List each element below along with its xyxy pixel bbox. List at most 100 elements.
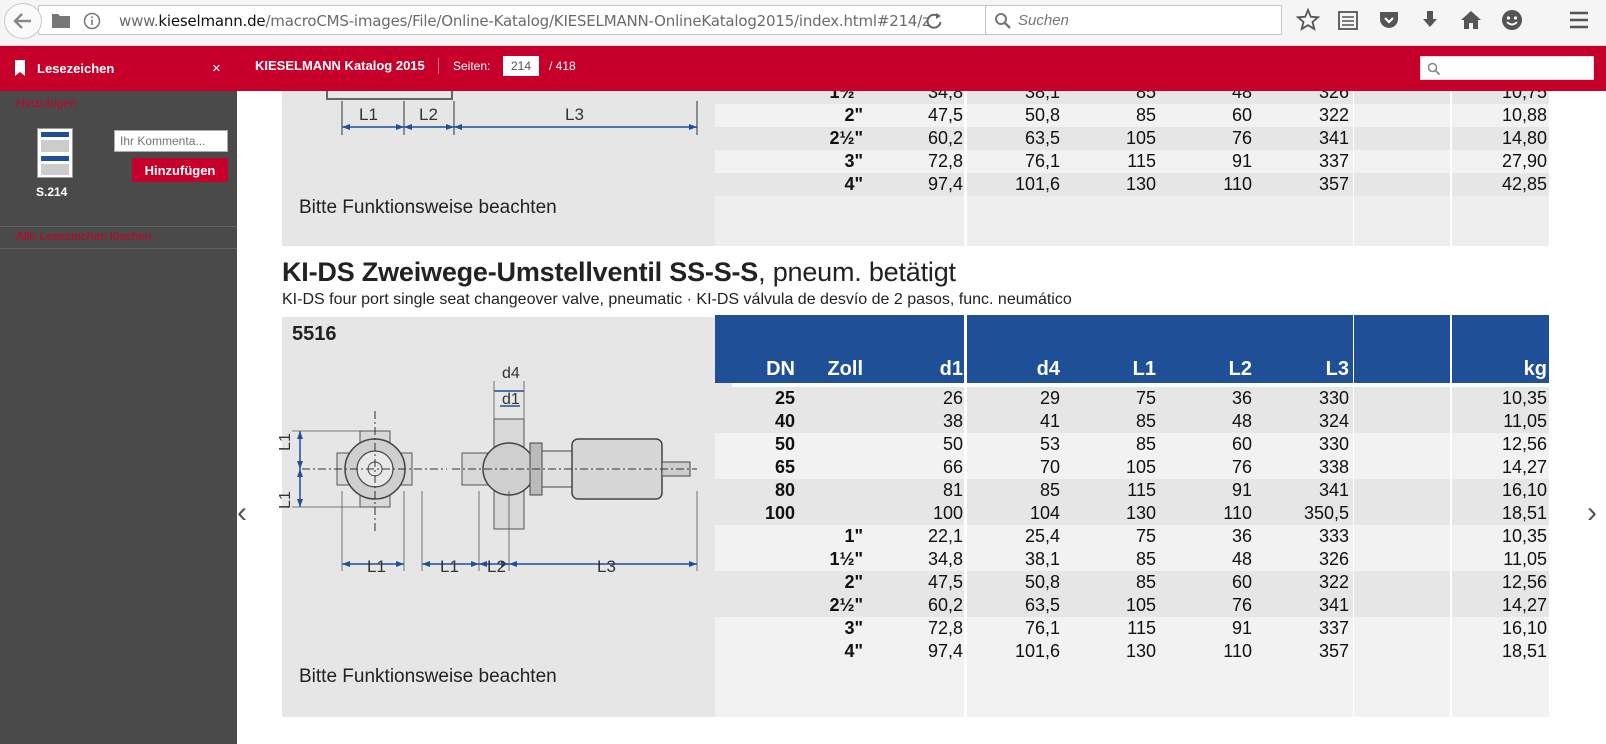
- table-cell: 34,8: [927, 91, 963, 102]
- info-icon[interactable]: [83, 12, 101, 30]
- add-button[interactable]: Hinzufügen: [132, 158, 228, 182]
- table-cell: 85: [1135, 105, 1156, 125]
- bookmark-sidebar: Lesezeichen × Hinzufügen S.214 Hinzufüge…: [0, 46, 237, 744]
- table-cell: 1½": [829, 549, 863, 569]
- table-row-bg: [1452, 594, 1549, 617]
- table-row-bg: [1257, 387, 1353, 410]
- table-cell: 115: [1127, 480, 1156, 500]
- table-row-bg: [715, 410, 867, 433]
- reading-list-icon[interactable]: [1336, 8, 1360, 32]
- delete-all-bookmarks-link[interactable]: Alle Lesezeichen löschen: [16, 229, 152, 243]
- table-cell: [717, 525, 795, 548]
- table-cell: 70: [1039, 457, 1060, 477]
- table-row-bg: [967, 479, 1064, 502]
- download-icon[interactable]: [1418, 8, 1442, 32]
- page-thumbnail[interactable]: [37, 128, 73, 178]
- table-cell: 12,56: [1501, 434, 1547, 454]
- table-row-bg: [1452, 196, 1549, 246]
- comment-input[interactable]: [114, 130, 228, 152]
- table-header-l1: L1: [1132, 358, 1156, 380]
- table-cell: 14,27: [1501, 595, 1547, 615]
- close-icon[interactable]: ×: [212, 60, 221, 77]
- prev-page-arrow[interactable]: ‹: [237, 496, 247, 529]
- table-cell: 330: [1318, 388, 1349, 408]
- table-column-bg: [1064, 387, 1160, 717]
- table-row-bg: [967, 594, 1064, 617]
- reload-icon[interactable]: [924, 11, 944, 31]
- dim-label-l3: L3: [565, 105, 584, 124]
- table-cell: 60: [1231, 434, 1252, 454]
- table-cell: 3": [844, 151, 863, 171]
- table-row-bg: [1160, 173, 1257, 196]
- table-row-bg: [967, 387, 1064, 410]
- catalog-search-input[interactable]: [1420, 56, 1594, 80]
- table-row-bg: [1354, 502, 1450, 525]
- table-cell: [717, 548, 795, 571]
- url-text[interactable]: www.kieselmann.de/macroCMS-images/File/O…: [119, 12, 930, 30]
- table-row-bg: [1160, 594, 1257, 617]
- table-cell: 60,2: [927, 595, 963, 615]
- table-cell: 337: [1318, 618, 1349, 638]
- back-button[interactable]: [4, 3, 42, 39]
- table-cell: 76: [1231, 128, 1252, 148]
- table-cell: 76: [1231, 595, 1252, 615]
- table-cell: 97,4: [927, 174, 963, 194]
- smiley-icon[interactable]: [1500, 8, 1524, 32]
- dim-label-l1: L1: [367, 557, 386, 576]
- dim-label-l3: L3: [597, 557, 616, 576]
- table-row-bg: [1064, 571, 1160, 594]
- table-row-bg: [1354, 479, 1450, 502]
- table-cell: 1½": [829, 91, 863, 102]
- table-cell: 4": [844, 641, 863, 661]
- thumbnail-label: S.214: [36, 185, 68, 199]
- table-row-bg: [1160, 410, 1257, 433]
- table-cell: 41: [1039, 411, 1060, 431]
- table-row-bg: [867, 127, 964, 150]
- section-title: KI-DS Zweiwege-Umstellventil SS-S-S, pne…: [282, 257, 956, 288]
- function-note: Bitte Funktionsweise beachten: [299, 666, 557, 687]
- table-cell: [717, 617, 795, 640]
- dim-label-l2: L2: [419, 105, 438, 124]
- thumbnail-header: [41, 132, 69, 137]
- address-bar[interactable]: www.kieselmann.de/macroCMS-images/File/O…: [38, 5, 991, 35]
- table-row-bg: [1064, 502, 1160, 525]
- table-cell: 1": [844, 526, 863, 546]
- next-page-arrow[interactable]: ›: [1587, 496, 1597, 529]
- home-icon[interactable]: [1459, 8, 1483, 32]
- table-cell: 322: [1318, 105, 1349, 125]
- table-row-bg: [1160, 479, 1257, 502]
- table-row-bg: [1452, 502, 1549, 525]
- add-bookmark-link[interactable]: Hinzufügen: [16, 96, 77, 110]
- table-row-bg: [715, 173, 867, 196]
- table-row-bg: [1257, 594, 1353, 617]
- page-number-input[interactable]: [503, 56, 539, 76]
- table-cell: 50,8: [1024, 572, 1060, 592]
- table-header-cell: [1257, 315, 1353, 383]
- table-cell: [795, 456, 863, 479]
- valve-drawing: [292, 381, 698, 571]
- sidebar-title: Lesezeichen: [37, 61, 115, 76]
- table-cell: 115: [1127, 618, 1156, 638]
- star-icon[interactable]: [1296, 8, 1320, 32]
- table-cell: 357: [1318, 174, 1349, 194]
- table-cell: 110: [1223, 641, 1252, 661]
- table-row-bg: [1160, 387, 1257, 410]
- menu-icon[interactable]: [1567, 8, 1591, 32]
- search-icon: [1427, 62, 1441, 76]
- table-cell: 91: [1231, 480, 1252, 500]
- table-cell: 10,88: [1501, 105, 1547, 125]
- table-cell: 350,5: [1303, 503, 1349, 523]
- table-row-bg: [1452, 127, 1549, 150]
- table-cell: 66: [942, 457, 963, 477]
- table-cell: 357: [1318, 641, 1349, 661]
- table-cell: 16,10: [1501, 480, 1547, 500]
- table-column-bg: [867, 387, 964, 717]
- search-bar[interactable]: Suchen: [985, 5, 1282, 35]
- catalog-page: L1 L2 L3 Bitte Funktionsweise beachten 1…: [237, 91, 1606, 744]
- table-cell: 322: [1318, 572, 1349, 592]
- table-column-bg: [1160, 387, 1257, 717]
- pocket-icon[interactable]: [1377, 8, 1401, 32]
- table-row-bg: [715, 91, 867, 104]
- table-row-bg: [1354, 196, 1450, 246]
- table-row-bg: [1160, 196, 1257, 246]
